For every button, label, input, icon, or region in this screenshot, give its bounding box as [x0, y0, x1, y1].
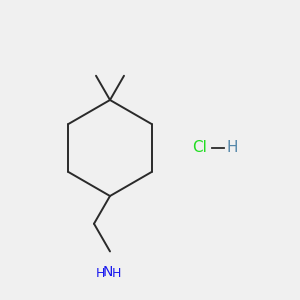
Text: Cl: Cl — [192, 140, 207, 155]
Text: H: H — [95, 267, 105, 280]
Text: N: N — [103, 266, 113, 279]
Text: H: H — [111, 267, 121, 280]
Text: H: H — [226, 140, 238, 155]
